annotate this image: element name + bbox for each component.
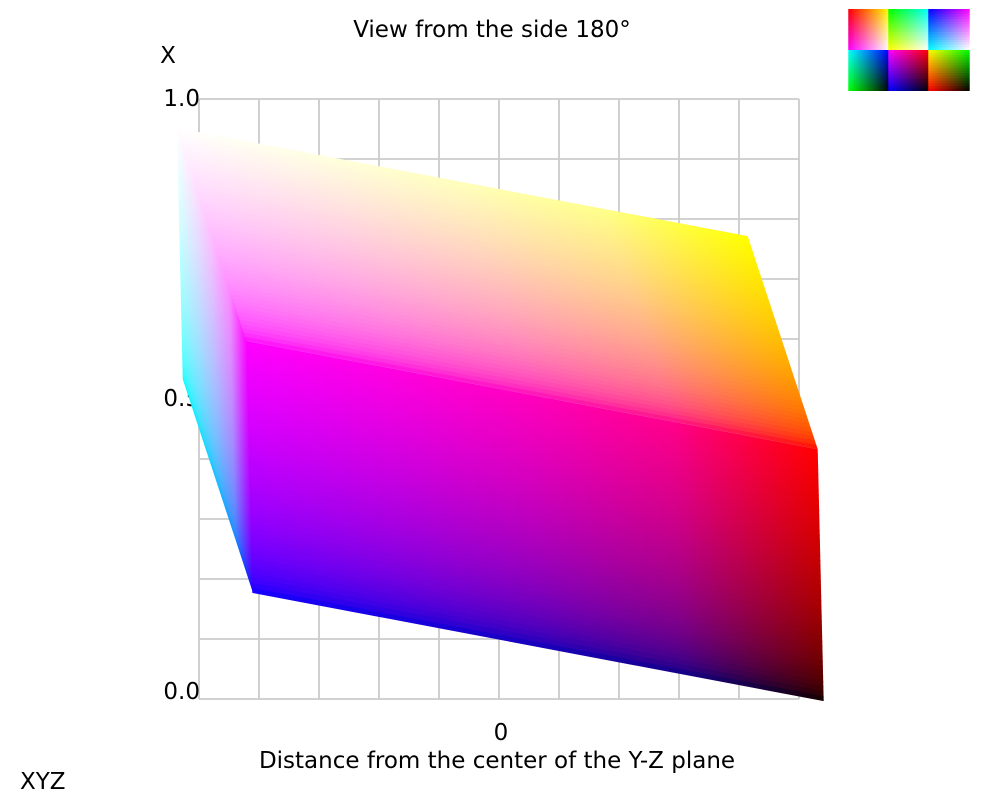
y-tick-top: 1.0 (163, 86, 200, 112)
rgb-faces-legend (848, 9, 970, 91)
x-tick-zero: 0 (494, 720, 509, 746)
tick-labels: 1.0 0.5 0.0 0 (163, 86, 508, 746)
colourspace-label: XYZ (20, 769, 66, 795)
rgb-gamut-solid (176, 127, 824, 702)
x-axis-label: Distance from the center of the Y-Z plan… (259, 748, 735, 774)
y-axis-label: X (160, 43, 176, 69)
chart-title: View from the side 180° (353, 17, 631, 43)
y-tick-bottom: 0.0 (163, 679, 200, 705)
